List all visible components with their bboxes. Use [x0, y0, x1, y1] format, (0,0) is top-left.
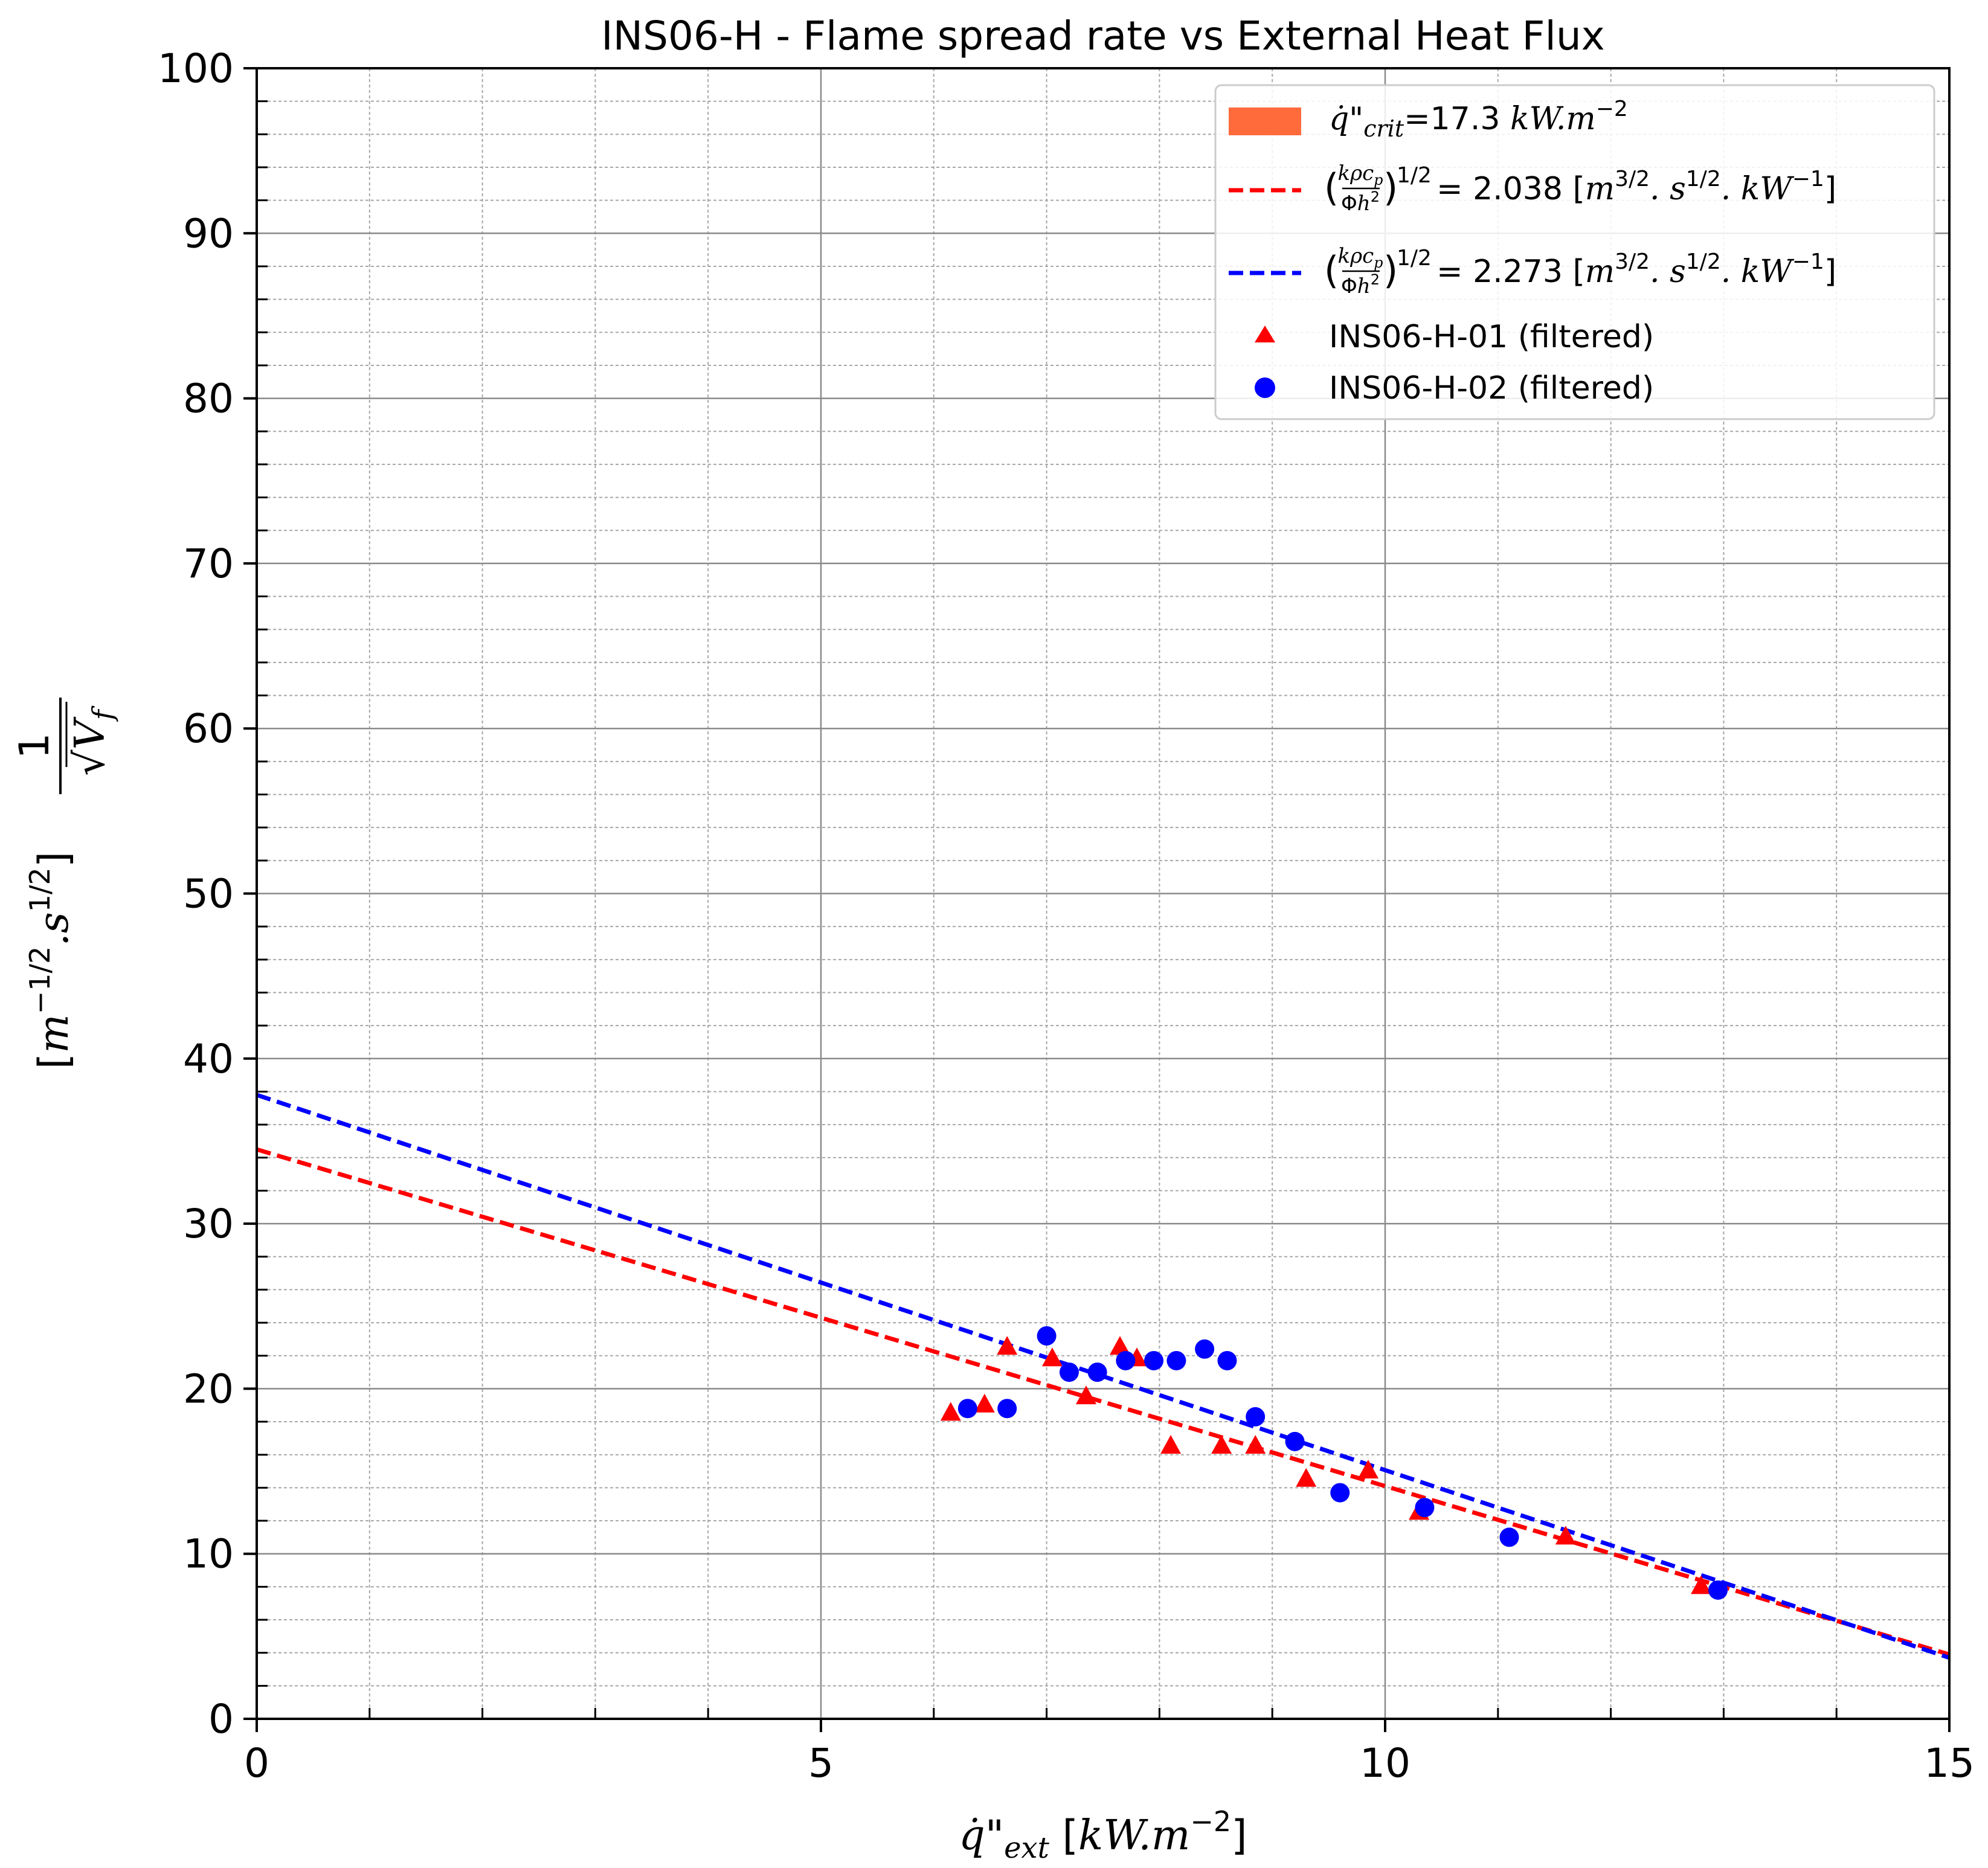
x-tick-label: 15: [1924, 1740, 1975, 1786]
circle-marker: [1708, 1580, 1728, 1600]
circle-marker: [1037, 1326, 1057, 1346]
svg-text:kρcp: kρcp: [1337, 161, 1383, 188]
axis-tick-labels: 0 5 10 15 0 10 20 30 40 50 60 70 80 90 100: [158, 45, 1975, 1786]
triangle-marker: [940, 1402, 961, 1421]
circle-marker: [1246, 1407, 1266, 1427]
svg-text:1/2: 1/2: [1397, 246, 1432, 271]
y-axis-label: [m−1/2.s1/2] 1 √Vf: [11, 698, 119, 1069]
y-tick-label: 0: [208, 1696, 234, 1742]
circle-marker: [1087, 1362, 1107, 1382]
circle-marker: [1285, 1431, 1305, 1451]
y-tick-label: 90: [183, 210, 234, 257]
svg-text:√Vf: √Vf: [66, 705, 119, 775]
legend-circle-marker: [1255, 377, 1275, 398]
y-tick-label: 30: [183, 1201, 234, 1247]
triangle-marker: [997, 1336, 1018, 1355]
x-tick-label: 0: [244, 1740, 269, 1786]
circle-marker: [997, 1399, 1017, 1419]
axis-ticks: [243, 67, 1951, 1732]
circle-marker: [1195, 1339, 1215, 1359]
svg-text:[m−1/2.s1/2]: [m−1/2.s1/2]: [24, 852, 78, 1070]
triangle-marker: [1357, 1460, 1378, 1479]
x-tick-label: 5: [808, 1740, 834, 1786]
circle-marker: [1217, 1350, 1237, 1370]
triangle-marker: [1211, 1435, 1232, 1454]
svg-text:): ): [1383, 165, 1398, 210]
chart-title: INS06-H - Flame spread rate vs External …: [601, 13, 1604, 59]
y-tick-label: 20: [183, 1366, 234, 1412]
triangle-marker: [1041, 1347, 1063, 1367]
data-markers: [940, 1326, 1728, 1600]
triangle-marker: [1555, 1526, 1576, 1545]
svg-text:1: 1: [11, 733, 59, 759]
y-tick-label: 70: [183, 541, 234, 587]
plot-frame: [256, 67, 1951, 1720]
triangle-marker: [974, 1393, 995, 1413]
y-tick-label: 40: [183, 1036, 234, 1082]
triangle-marker: [1296, 1468, 1317, 1487]
circle-marker: [1166, 1350, 1186, 1370]
circle-marker: [1330, 1483, 1350, 1503]
triangle-marker: [1245, 1435, 1266, 1454]
y-tick-label: 80: [183, 376, 234, 422]
legend-critical-label: q̇"crit=17.3 kW.m−2: [1329, 97, 1628, 142]
y-tick-label: 100: [158, 45, 234, 92]
x-axis-label: q̇"ext [kW.m−2]: [959, 1805, 1247, 1865]
legend-blue-fit-label: ( kρcp Φh2 ) 1/2 = 2.273 [m3/2. s1/2. kW…: [1324, 244, 1836, 298]
triangle-marker: [1691, 1575, 1712, 1594]
svg-text:(: (: [1324, 248, 1339, 292]
legend-series-2-label: INS06-H-02 (filtered): [1329, 370, 1654, 406]
circle-marker: [1116, 1350, 1136, 1370]
y-tick-label: 60: [183, 705, 234, 752]
legend-triangle-marker: [1255, 326, 1275, 342]
svg-text:1/2: 1/2: [1397, 163, 1432, 188]
circle-marker: [1415, 1498, 1435, 1518]
triangle-marker: [1160, 1435, 1182, 1454]
triangle-marker: [1075, 1385, 1096, 1405]
svg-text:= 2.273 [m3/2. s1/2. kW−1]: = 2.273 [m3/2. s1/2. kW−1]: [1436, 249, 1836, 290]
circle-marker: [957, 1399, 977, 1419]
x-tick-label: 10: [1360, 1740, 1411, 1786]
red-fit-line: [257, 1147, 1949, 1657]
svg-text:(: (: [1324, 165, 1339, 210]
circle-marker: [1144, 1350, 1164, 1370]
svg-text:): ): [1383, 248, 1398, 292]
legend: q̇"crit=17.3 kW.m−2 ( kρcp Φh2 ) 1/2 = 2…: [1214, 84, 1935, 420]
svg-text:q̇"ext [kW.m−2]: q̇"ext [kW.m−2]: [959, 1805, 1247, 1865]
circle-marker: [1499, 1527, 1519, 1547]
triangle-marker: [1110, 1336, 1131, 1355]
legend-box: [1214, 84, 1935, 420]
legend-series-1-label: INS06-H-01 (filtered): [1329, 319, 1654, 355]
circle-marker: [1059, 1362, 1079, 1382]
legend-critical-patch: [1229, 108, 1301, 135]
y-tick-label: 10: [183, 1531, 234, 1578]
y-tick-label: 50: [183, 871, 234, 917]
